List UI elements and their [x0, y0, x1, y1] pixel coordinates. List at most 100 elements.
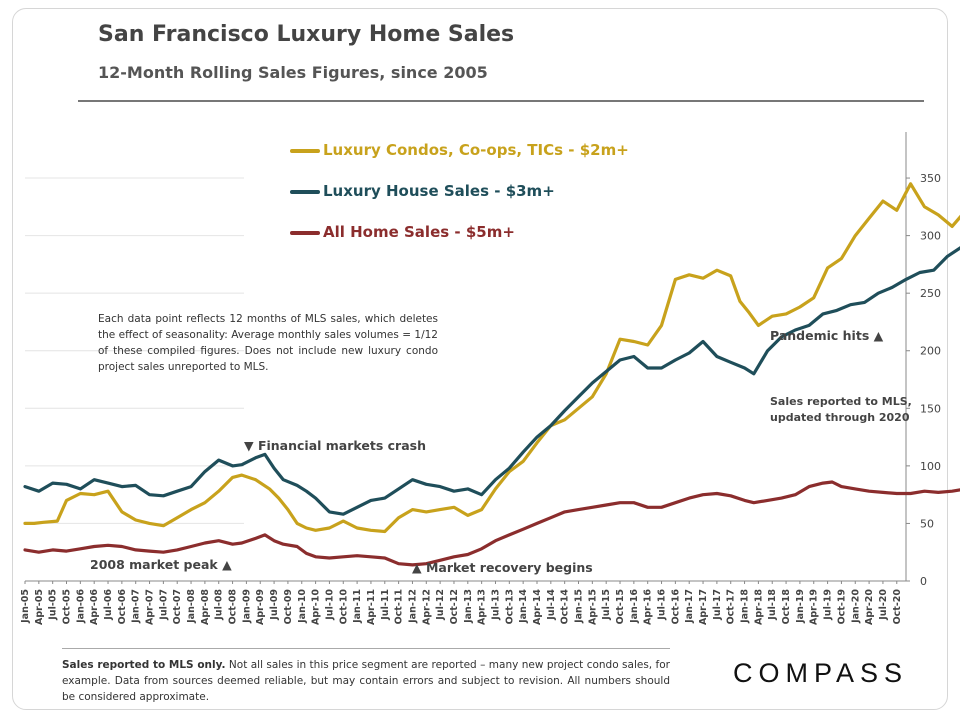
x-tick-label: Jan-13	[463, 589, 474, 624]
x-tick-label: Jan-05	[20, 589, 31, 624]
x-tick-label: Jan-10	[297, 589, 308, 624]
x-tick-label: Apr-13	[477, 589, 488, 625]
x-tick-label: Jan-11	[352, 589, 363, 624]
legend-item-houses: Luxury House Sales - $3m+	[290, 182, 555, 200]
x-tick-label: Jul-20	[878, 589, 889, 621]
x-tick-label: Jul-19	[823, 589, 834, 621]
annotation-peak: 2008 market peak ▲	[90, 557, 232, 572]
x-tick-label: Jul-09	[269, 589, 280, 621]
x-tick-label: Jan-20	[850, 589, 861, 624]
footer-disclaimer: Sales reported to MLS only. Not all sale…	[62, 648, 670, 715]
annotation-recovery: ▲ Market recovery begins	[412, 560, 593, 575]
x-tick-label: Jan-15	[574, 589, 585, 624]
compass-logo: COMPASS	[733, 658, 909, 688]
x-tick-label: Oct-16	[670, 589, 681, 625]
y-tick-label: 150	[920, 402, 941, 415]
x-tick-label: Jul-10	[324, 589, 335, 621]
x-tick-label: Jul-12	[435, 589, 446, 621]
x-tick-label: Oct-18	[781, 589, 792, 625]
title-divider	[78, 100, 924, 102]
x-tick-label: Jan-16	[629, 589, 640, 624]
x-tick-label: Oct-08	[228, 589, 239, 625]
x-tick-label: Oct-17	[726, 589, 737, 624]
y-tick-label: 250	[920, 287, 941, 300]
x-tick-label: Jan-19	[795, 589, 806, 624]
annotation-reported-line2: updated through 2020	[770, 411, 910, 424]
x-tick-label: Apr-19	[809, 589, 820, 625]
annotation-reported: Sales reported to MLS, updated through 2…	[770, 394, 912, 426]
x-tick-label: Jul-06	[103, 589, 114, 621]
series-line-houses	[23, 246, 960, 516]
x-tick-label: Jan-14	[518, 589, 529, 624]
x-tick-label: Jul-07	[158, 589, 169, 621]
y-tick-label: 350	[920, 172, 941, 185]
x-tick-label: Jan-18	[740, 589, 751, 624]
series-line-all-homes	[23, 480, 960, 567]
footer-text: Not all sales in this price segment are …	[62, 659, 670, 703]
legend-label-condos: Luxury Condos, Co-ops, TICs - $2m+	[323, 141, 629, 159]
chart-title: San Francisco Luxury Home Sales	[98, 22, 515, 47]
annotation-crash: ▼ Financial markets crash	[244, 438, 426, 453]
x-tick-label: Jan-09	[241, 589, 252, 624]
legend-item-condos: Luxury Condos, Co-ops, TICs - $2m+	[290, 141, 629, 159]
x-tick-label: Oct-19	[836, 589, 847, 624]
x-tick-label: Apr-11	[366, 589, 377, 625]
x-tick-label: Apr-18	[753, 589, 764, 625]
footer-bold: Sales reported to MLS only.	[62, 659, 226, 671]
x-tick-label: Oct-09	[283, 589, 294, 624]
x-tick-label: Oct-20	[892, 589, 903, 625]
x-tick-label: Oct-05	[62, 589, 73, 624]
x-tick-label: Jul-08	[214, 589, 225, 621]
x-tick-label: Oct-07	[172, 589, 183, 624]
x-tick-label: Apr-07	[145, 589, 156, 625]
chart-card	[12, 8, 948, 710]
x-tick-label: Apr-15	[587, 589, 598, 625]
x-tick-label: Oct-12	[449, 589, 460, 624]
legend-item-all: All Home Sales - $5m+	[290, 223, 515, 241]
x-tick-label: Jan-06	[75, 589, 86, 624]
x-tick-label: Jan-12	[407, 589, 418, 624]
x-tick-label: Jul-15	[601, 589, 612, 621]
chart-subtitle: 12-Month Rolling Sales Figures, since 20…	[98, 63, 488, 82]
x-tick-label: Jan-08	[186, 589, 197, 624]
x-tick-label: Jul-18	[767, 589, 778, 621]
x-tick-label: Apr-10	[311, 589, 322, 625]
x-tick-label: Jul-14	[546, 589, 557, 621]
x-tick-label: Apr-05	[34, 589, 45, 625]
legend-swatch-condos	[290, 148, 320, 153]
x-tick-label: Oct-11	[394, 589, 405, 624]
x-tick-label: Jul-11	[380, 589, 391, 621]
x-tick-label: Oct-15	[615, 589, 626, 624]
x-tick-label: Apr-06	[89, 589, 100, 625]
y-tick-label: 200	[920, 345, 941, 358]
x-tick-label: Oct-06	[117, 589, 128, 625]
methodology-note: Each data point reflects 12 months of ML…	[98, 313, 438, 373]
legend-swatch-houses	[290, 189, 320, 194]
legend-swatch-all	[290, 230, 320, 235]
x-tick-label: Oct-14	[560, 589, 571, 625]
x-tick-label: Apr-20	[864, 589, 875, 625]
y-tick-label: 50	[920, 517, 934, 530]
annotation-reported-line1: Sales reported to MLS,	[770, 395, 912, 408]
x-tick-label: Apr-17	[698, 589, 709, 625]
x-tick-label: Jul-13	[490, 589, 501, 621]
legend-label-all: All Home Sales - $5m+	[323, 223, 515, 241]
x-tick-label: Oct-13	[504, 589, 515, 624]
x-tick-label: Jan-17	[684, 589, 695, 624]
y-tick-label: 0	[920, 575, 927, 588]
x-tick-label: Apr-12	[421, 589, 432, 625]
legend-label-houses: Luxury House Sales - $3m+	[323, 182, 555, 200]
x-tick-label: Apr-08	[200, 589, 211, 625]
x-tick-label: Oct-10	[338, 589, 349, 625]
x-tick-label: Jul-16	[657, 589, 668, 621]
annotation-pandemic: Pandemic hits ▲	[770, 328, 884, 343]
y-tick-label: 100	[920, 460, 941, 473]
y-tick-label: 300	[920, 230, 941, 243]
x-tick-label: Jul-05	[48, 589, 59, 621]
x-tick-label: Apr-14	[532, 589, 543, 625]
x-tick-label: Jan-07	[131, 589, 142, 624]
x-tick-label: Apr-09	[255, 589, 266, 625]
x-tick-label: Jul-17	[712, 589, 723, 621]
x-tick-label: Apr-16	[643, 589, 654, 625]
